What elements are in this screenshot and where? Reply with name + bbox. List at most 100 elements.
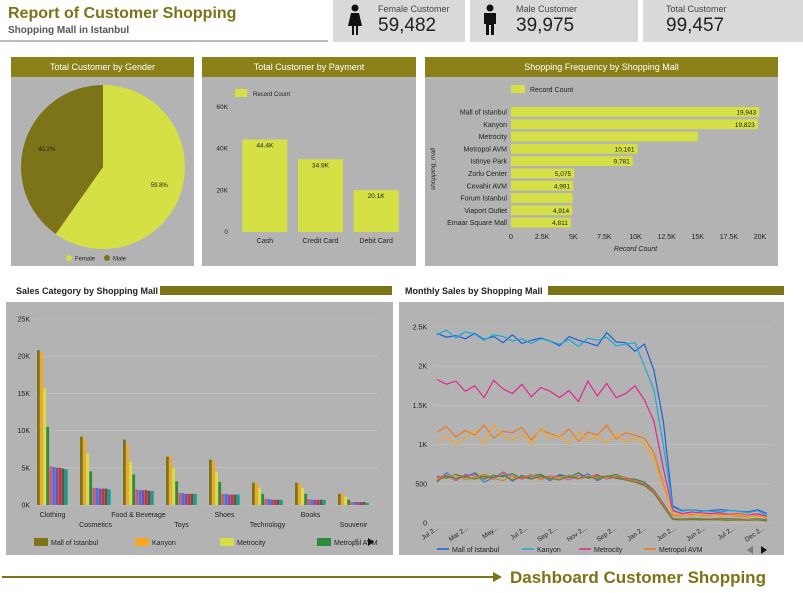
legend-swatch-female [66,255,72,261]
x-tick-label: Books [301,512,321,519]
bar-kanyon [341,494,344,505]
pie-label-male: 40.2% [38,147,56,153]
bar-kanyon [126,445,129,505]
bar-forum-istanbul [59,468,62,505]
hbar-kanyon [511,119,758,129]
bar-forum-istanbul [360,502,363,505]
y-tick-label: Metropol AVM [464,146,508,153]
x-tick-label: Souvenir [340,522,368,529]
report-subtitle: Shopping Mall in Istanbul [8,25,129,36]
bar-mall-of-istanbul [209,460,212,505]
x-tick-label: 12.5K [657,234,676,241]
bar-value-label: 20.1K [368,193,386,200]
x-tick-label: Jul 2... [717,525,737,542]
bar-cash [242,140,287,233]
header-divider [0,40,328,42]
bar-metrocity [43,388,46,505]
y-tick-label: 2K [418,364,427,371]
x-tick-label: 7.5K [597,234,612,241]
bar-metropol-avm [347,500,350,505]
bar-viaport-outlet [148,491,151,505]
x-tick-label: Credit Card [303,238,339,245]
y-tick-label: 15K [18,391,31,398]
x-tick-label: 5K [569,234,578,241]
bar-emaar-square-mall [108,489,111,505]
sales-category-title-bar [160,286,392,295]
y-tick-label: Kanyon [483,122,507,129]
y-tick-label: Istinye Park [470,159,507,166]
x-tick-label: Jun 2... [685,525,707,543]
monthly-sales-title-bar [548,286,784,295]
monthly-sales-panel: 0 500 1K 1.5K 2K 2.5K Jul 2... Mar 2... May... Ju… [399,302,784,555]
bar-viaport-outlet [320,500,323,505]
report-title: Report of Customer Shopping [8,5,236,23]
legend-label-male: Male [113,257,127,263]
legend-swatch [220,538,234,546]
kpi-male: Male Customer 39,975 [470,0,638,42]
x-tick-label: Mar 2... [448,525,470,543]
bar-metropol-avm [261,494,264,505]
x-tick-label: 0 [509,234,513,241]
kpi-male-value: 39,975 [516,15,574,37]
bar-zorlu-center [53,467,56,505]
y-tick-label: Mall of Istanbul [460,110,508,117]
hbar-value-label: 19,823 [735,122,755,129]
bar-mall-of-istanbul [80,437,83,505]
x-axis-title: Record Count [614,246,658,253]
sales-category-panel: 0K 5K 10K 15K 20K 25K Clothing Cosmetics Food & … [6,302,393,555]
y-tick-label: 20K [18,354,31,361]
hbar-value-label: 4,991 [554,183,571,190]
y-tick-label: Zorlu Center [468,171,508,178]
legend-next-icon [761,546,767,554]
bar-metropol-avm [175,481,178,505]
bar-viaport-outlet [363,502,366,505]
x-tick-label: Nov 2... [566,525,589,544]
x-tick-label: Toys [174,522,189,529]
bar-istinye-park [350,502,353,505]
bar-zorlu-center [139,490,142,505]
bar-emaar-square-mall [151,491,154,505]
payment-bar-chart: Record Count020K40K60K44.4KCash34.9KCred… [202,77,416,266]
bar-value-label: 44.4K [256,143,274,150]
kpi-total-label: Total Customer [666,4,727,14]
line-viaport-outlet [437,475,767,521]
kpi-female-label: Female Customer [378,4,450,14]
bar-cevahir-avm [142,490,145,505]
legend-label: Metropol AVM [659,547,703,554]
bar-metrocity [129,462,132,505]
bar-cevahir-avm [314,500,317,505]
monthly-sales-line-chart: 05001K1.5K2K2.5KJul 2... Mar 2... May... Ju… [399,302,784,555]
legend-label: Kanyon [537,547,561,554]
bar-istinye-park [221,494,224,505]
bar-mall-of-istanbul [338,494,341,505]
hbar-value-label: 4,811 [552,220,568,227]
legend-label: Metrocity [237,540,266,547]
bar-zorlu-center [311,500,314,505]
legend-swatch-record-count [511,85,525,93]
line-mall-of-istanbul [437,333,767,514]
hbar-value-label: 4,914 [553,208,570,215]
kpi-male-label: Male Customer [516,4,577,14]
y-tick-label: 0 [224,229,228,236]
y-tick-label: 2.5K [413,325,428,332]
legend-label-female: Female [75,257,96,263]
sales-category-bar-chart: 0K5K10K15K20K25KClothingCosmeticsFood & … [6,302,393,555]
hbar-value-label: 15,011 [675,134,695,141]
bar-kanyon [298,483,301,505]
y-tick-label: 0 [423,521,427,528]
bar-forum-istanbul [231,495,234,505]
hbar-mall-of-istanbul [511,107,759,117]
footer-arrow-head-icon [493,572,502,582]
x-tick-label: Jun 2... [656,525,678,543]
hbar-value-label: 10,161 [615,146,635,153]
line-kanyon [437,330,767,516]
legend-label: Mall of Istanbul [51,540,99,547]
legend-swatch-record-count [235,89,247,97]
legend-prev-icon [747,546,753,554]
gender-pie-chart: 59.8% 40.2% Female Male [11,77,194,266]
bar-viaport-outlet [62,469,65,505]
bar-viaport-outlet [277,500,280,505]
x-tick-label: Cosmetics [79,522,112,529]
bar-zorlu-center [268,499,271,505]
bar-emaar-square-mall [65,469,68,505]
